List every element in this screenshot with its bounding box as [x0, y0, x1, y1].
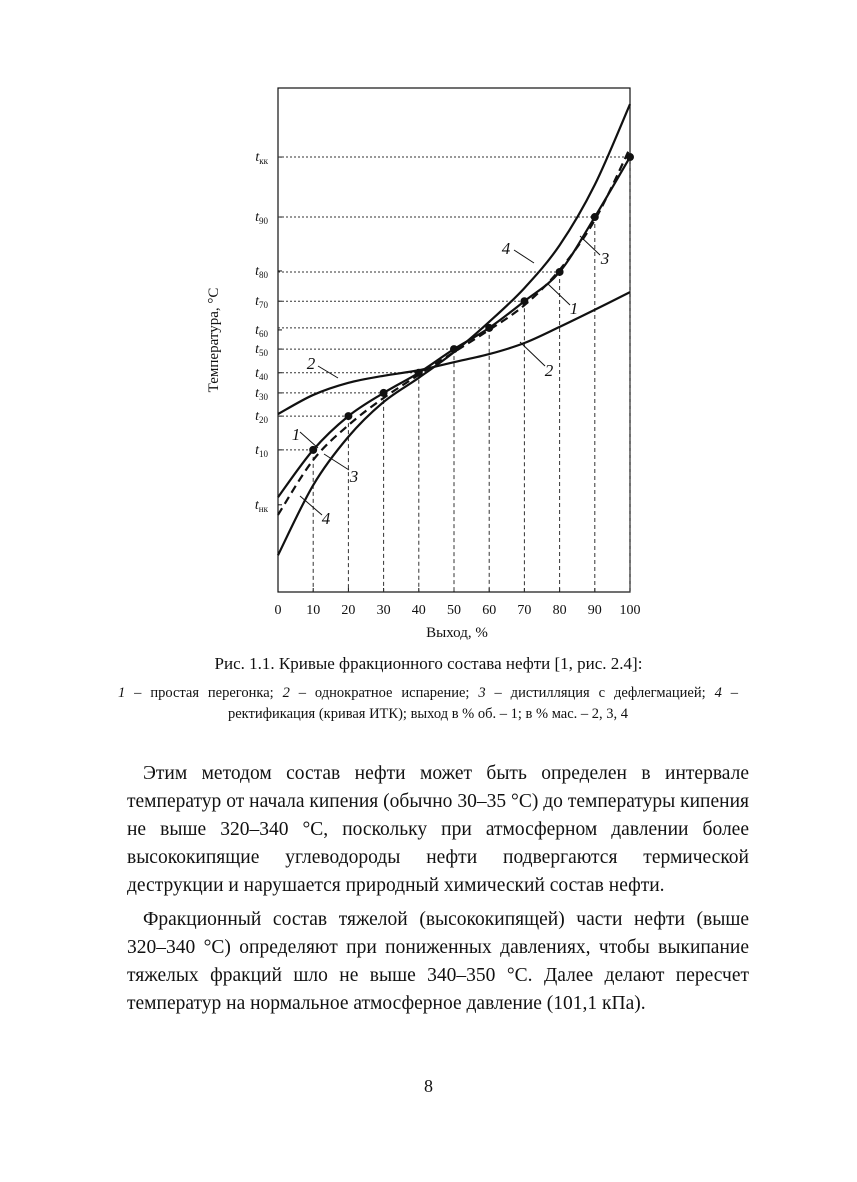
y-tick-label-main: t	[255, 264, 260, 279]
y-tick-label-sub: нк	[259, 504, 269, 514]
x-tick-label: 40	[412, 603, 426, 618]
curve-label: 1	[570, 299, 579, 318]
note-tail: выход в % об. – 1; в % мас. – 2, 3, 4	[410, 706, 629, 722]
curve-label: 4	[322, 509, 331, 528]
x-tick-label: 0	[275, 603, 282, 618]
x-tick-label: 80	[553, 603, 567, 618]
figure-caption: Рис. 1.1. Кривые фракционного состава не…	[214, 654, 643, 673]
y-tick-label-main: t	[255, 150, 260, 165]
curve	[277, 147, 631, 516]
y-tick-label: t80	[255, 264, 268, 280]
note-number: 4	[714, 685, 722, 701]
y-tick-label-sub: 40	[259, 372, 269, 382]
point	[555, 267, 564, 276]
curve-label: 3	[349, 467, 359, 486]
note-number: 3	[478, 685, 486, 701]
y-tick-label-sub: 70	[259, 300, 269, 310]
curve-label-leader	[579, 235, 601, 256]
y-tick-label-main: t	[255, 498, 260, 513]
x-tick-label: 60	[482, 603, 496, 618]
point	[309, 445, 318, 454]
y-axis-label: Температура, °C	[206, 288, 222, 393]
x-tick-label: 30	[377, 603, 391, 618]
curve	[277, 156, 631, 498]
point	[379, 388, 388, 397]
y-tick-label: t20	[255, 409, 268, 425]
curve-label-leader	[519, 341, 546, 367]
x-tick-label: 50	[447, 603, 461, 618]
curve-label-leader	[299, 495, 323, 516]
y-tick-label: t40	[255, 366, 268, 382]
note-text: – однократное испарение;	[289, 685, 479, 701]
x-tick-label: 20	[341, 603, 355, 618]
y-tick-label: tкк	[255, 150, 268, 166]
y-tick-label-main: t	[255, 294, 260, 309]
page-number: 8	[424, 1076, 433, 1096]
body-text: Этим методом состав нефти может быть опр…	[127, 760, 749, 1024]
note-text: – дистилляция с дефлегмацией;	[485, 685, 715, 701]
note-number: 2	[282, 685, 290, 701]
plot-frame	[277, 87, 631, 593]
point	[344, 412, 353, 421]
x-tick-label: 90	[588, 603, 602, 618]
y-tick-label-main: t	[255, 342, 260, 357]
chart: Выход, % Температура, °C 0 10 20 30 40 50 60 70…	[206, 87, 641, 641]
paragraph: Этим методом состав нефти может быть опр…	[127, 763, 749, 896]
y-tick-label: t70	[255, 294, 268, 310]
y-tick-label-sub: 30	[259, 392, 269, 402]
y-tick-label: t30	[255, 386, 268, 402]
curve	[277, 103, 632, 556]
y-tick-label-sub: 20	[259, 415, 269, 425]
curve-label-leader	[317, 365, 339, 379]
curve-label: 2	[307, 354, 316, 373]
x-tick-label: 70	[517, 603, 531, 618]
curve-label-leader	[513, 249, 535, 264]
y-tick-label-main: t	[255, 443, 260, 458]
y-tick-label-sub: 60	[259, 329, 269, 339]
curve-label-leader	[547, 283, 571, 306]
y-tick-label: t50	[255, 342, 268, 358]
y-tick-label-main: t	[255, 366, 260, 381]
note-text: – простая перегонка;	[125, 685, 283, 701]
curve-label: 2	[545, 361, 554, 380]
figure-note: 1 – простая перегонка; 2 – однократное и…	[118, 683, 738, 725]
y-tick-label-sub: 10	[259, 449, 269, 459]
y-tick-label-main: t	[255, 323, 260, 338]
y-tick-label-main: t	[255, 210, 260, 225]
y-tick-label: tнк	[255, 498, 269, 514]
curve-label: 1	[292, 425, 301, 444]
curve-label: 3	[600, 249, 610, 268]
curve-label-leader	[299, 431, 319, 449]
point	[626, 153, 634, 162]
note-text: – ректификация (кривая ИТК);	[227, 685, 738, 722]
y-tick-label-sub: 50	[259, 348, 269, 358]
y-tick-label: t10	[255, 443, 268, 459]
paragraph: Фракционный состав тяжелой (высококипяще…	[127, 909, 749, 1014]
x-tick-label: 100	[620, 603, 641, 618]
y-tick-label-sub: кк	[259, 156, 268, 166]
y-tick-label: t90	[255, 210, 268, 226]
y-tick-label: t60	[255, 323, 268, 339]
x-tick-label: 10	[306, 603, 320, 618]
y-tick-label-main: t	[255, 386, 260, 401]
x-axis-label: Выход, %	[426, 625, 488, 641]
y-tick-label-main: t	[255, 409, 260, 424]
curve	[277, 291, 631, 416]
curve-label: 4	[502, 239, 511, 258]
curve-label-leader	[323, 453, 350, 471]
y-tick-label-sub: 80	[259, 270, 269, 280]
note-number: 1	[118, 685, 126, 701]
y-tick-label-sub: 90	[259, 216, 269, 226]
